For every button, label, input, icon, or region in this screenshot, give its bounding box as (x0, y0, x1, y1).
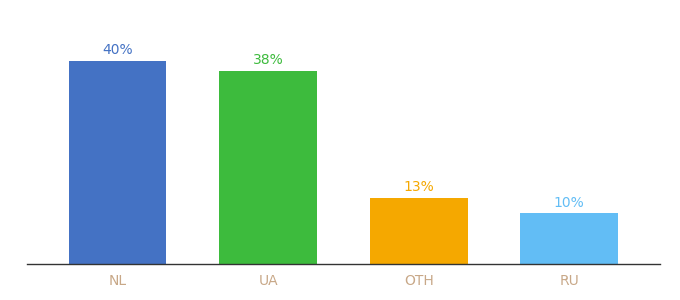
Bar (219, 71, 317, 264)
Text: 38%: 38% (253, 53, 284, 67)
Text: 13%: 13% (403, 180, 434, 194)
Text: 10%: 10% (554, 196, 585, 210)
Bar (520, 213, 618, 264)
Bar (370, 198, 468, 264)
Text: 40%: 40% (102, 43, 133, 57)
Bar (69, 61, 167, 264)
